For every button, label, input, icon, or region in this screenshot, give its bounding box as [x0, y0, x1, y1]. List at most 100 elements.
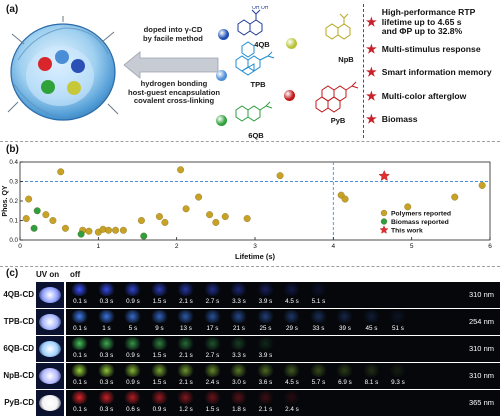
time-label: 3.9 s [258, 298, 273, 305]
afterglow-spot [123, 337, 142, 350]
data-point-polymer [177, 166, 185, 174]
uv-sample [39, 394, 61, 411]
doping-arrow [123, 51, 219, 79]
time-label: 2.1 s [179, 352, 193, 359]
time-label: 29 s [286, 325, 298, 332]
divider-b-c [0, 266, 500, 267]
afterglow-spot [96, 283, 116, 296]
legend-label: This work [391, 228, 423, 235]
data-point-polymer [49, 217, 57, 224]
afterglow-spot [149, 283, 169, 296]
afterglow-spot [388, 310, 407, 323]
afterglow-spot [176, 391, 195, 404]
method-bottom-text: hydrogen bonding host-guest encapsulatio… [128, 79, 220, 106]
legend-marker [380, 209, 388, 217]
afterglow-spot [149, 337, 169, 350]
cyclodextrin-sphere-illustration [7, 16, 119, 121]
y-tick-label: 0.0 [9, 237, 18, 244]
time-label: 0.1 s [73, 352, 87, 359]
afterglow-spot [229, 391, 248, 404]
afterglow-spot [255, 337, 275, 350]
afterglow-spot [308, 310, 328, 323]
time-label: 0.9 s [126, 379, 140, 386]
uv-on-image [36, 362, 64, 389]
data-point-this-work [378, 170, 390, 181]
data-point-polymer [451, 193, 459, 201]
excitation-wavelength: 310 nm [468, 344, 494, 353]
uv-on-image [36, 335, 64, 362]
pyb-structure [315, 81, 359, 113]
afterglow-spot [361, 364, 381, 377]
divider-a-b [0, 141, 500, 142]
label-pyb: PyB [330, 116, 346, 125]
afterglow-spot [202, 283, 222, 296]
afterglow-spot [96, 364, 116, 377]
afterglow-spot [202, 337, 222, 350]
4qb-structure [237, 9, 263, 36]
time-label: 2.1 s [179, 298, 193, 305]
data-point-polymer [25, 195, 33, 203]
y-tick-label: 0.4 [9, 159, 18, 166]
y-tick-label: 0.1 [9, 218, 18, 225]
afterglow-spot [255, 310, 275, 323]
afterglow-spot [202, 391, 222, 404]
afterglow-spot [361, 310, 381, 323]
svg-text:OH OH: OH OH [252, 6, 269, 11]
afterglow-spot [70, 310, 89, 323]
y-tick-label: 0.2 [9, 198, 18, 205]
dot-tpb [216, 70, 227, 81]
uv-on-image [36, 281, 64, 308]
data-point-polymer [221, 213, 229, 221]
data-point-polymer [161, 218, 169, 226]
star-icon: ★ [366, 41, 377, 56]
afterglow-image-grid: 4QB-CD 0.1 s 0.3 s 0.9 s 1.5 s 2.1 s 2.7 s 3.3 … [0, 281, 500, 418]
afterglow-spot [176, 283, 195, 296]
afterglow-spot [123, 283, 142, 296]
time-label: 4.5 s [285, 379, 299, 386]
feature-item: ★ Multi-stimulus response [366, 41, 481, 56]
label-tpb: TPB [250, 80, 266, 89]
data-point-biomass [33, 207, 41, 215]
x-tick-label: 0 [18, 243, 22, 250]
time-label: 3.3 s [232, 352, 246, 359]
time-label: 9 s [155, 325, 164, 332]
data-point-polymer [42, 211, 50, 219]
afterglow-spot [388, 364, 407, 377]
time-label: 3.0 s [232, 379, 246, 386]
time-label: 2.7 s [205, 298, 220, 305]
npb-structure [325, 13, 351, 40]
afterglow-spot [70, 391, 89, 404]
data-point-polymer [341, 195, 349, 203]
time-label: 33 s [312, 325, 325, 332]
excitation-wavelength: 310 nm [468, 371, 494, 380]
time-label: 8.1 s [364, 379, 379, 386]
data-point-polymer [212, 218, 220, 226]
afterglow-spot [255, 283, 275, 296]
afterglow-spot [202, 310, 222, 323]
time-label: 25 s [259, 325, 272, 332]
feature-item: ★ High-performance RTP lifetime up to 4.… [366, 7, 476, 37]
time-label: 1.2 s [179, 406, 193, 413]
data-point-polymer [182, 205, 190, 213]
x-tick-label: 2 [175, 243, 179, 250]
time-label: 2.1 s [258, 406, 273, 413]
afterglow-spot [202, 364, 222, 377]
dot-pyb [284, 90, 295, 101]
panel-a-label: (a) [6, 4, 19, 15]
afterglow-spot [70, 337, 89, 350]
afterglow-spot [229, 310, 248, 323]
6qb-structure [235, 101, 273, 122]
afterglow-spot [176, 364, 195, 377]
afterglow-spot [149, 310, 169, 323]
afterglow-spot [176, 310, 195, 323]
time-label: 1.5 s [205, 406, 220, 413]
afterglow-spot [96, 391, 116, 404]
row-label: 4QB-CD [3, 290, 34, 299]
excitation-wavelength: 254 nm [468, 317, 494, 326]
afterglow-spot [282, 364, 301, 377]
dot-6qb [216, 115, 227, 126]
afterglow-spot [282, 391, 301, 404]
time-label: 5.1 s [311, 298, 326, 305]
data-point-polymer [119, 226, 127, 234]
feature-item: ★ Smart information memory [366, 65, 492, 80]
